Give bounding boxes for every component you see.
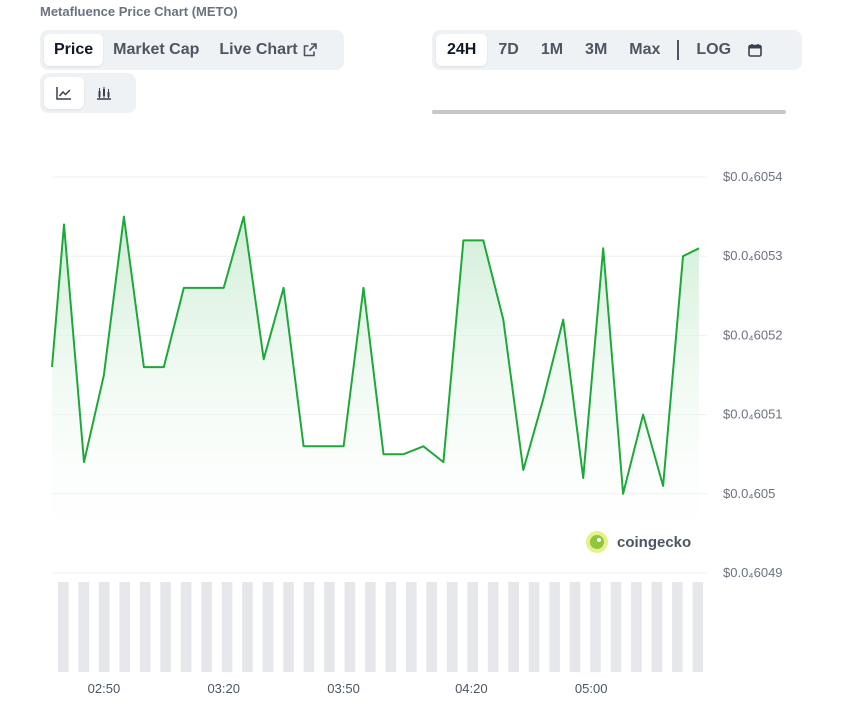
volume-bar — [651, 582, 663, 672]
range-7d-label: 7D — [498, 41, 519, 58]
volume-bar — [365, 582, 376, 672]
y-axis: $0.0₄6054 $0.0₄6053 $0.0₄6052 $0.0₄6051 $0.0… — [723, 169, 783, 580]
tab-live-chart-label: Live Chart — [219, 41, 298, 58]
range-7d[interactable]: 7D — [487, 34, 529, 66]
volume-bar — [569, 582, 581, 672]
volume-bar — [180, 582, 192, 672]
coingecko-logo-inner — [590, 535, 604, 549]
volume-bar — [467, 582, 478, 672]
y-tick-label: $0.0₄605 — [723, 486, 775, 501]
range-max[interactable]: Max — [618, 34, 671, 66]
volume-bar — [221, 582, 233, 672]
chart-title: Metafluence Price Chart (METO) — [40, 4, 238, 19]
range-1m-label: 1M — [540, 41, 564, 58]
volume-bar — [590, 582, 601, 672]
x-axis: 02:50 03:20 03:50 04:20 05:00 — [88, 681, 608, 696]
time-range-selector: 24H 7D 1M 3M Max LOG — [432, 30, 802, 70]
coingecko-watermark: coingecko — [586, 531, 691, 553]
y-tick-label: $0.0₄6049 — [723, 565, 783, 580]
external-link-icon — [303, 43, 317, 57]
volume-bar — [528, 582, 540, 672]
coingecko-wordmark: coingecko — [617, 534, 691, 551]
volume-bar — [119, 582, 130, 672]
calendar-button[interactable] — [742, 34, 768, 66]
y-tick-label: $0.0₄6051 — [723, 407, 783, 422]
y-tick-label: $0.0₄6054 — [723, 169, 783, 184]
range-24h-label: 24H — [447, 41, 477, 58]
volume-bar — [160, 582, 171, 672]
volume-bar — [631, 582, 642, 672]
x-tick-label: 03:50 — [327, 681, 360, 696]
line-view-button[interactable] — [44, 77, 84, 109]
x-tick-label: 03:20 — [207, 681, 240, 696]
volume-bar — [98, 582, 110, 672]
price-line — [51, 215, 700, 495]
volume-bar — [78, 582, 90, 672]
volume-bar — [406, 582, 417, 672]
y-tick-label: $0.0₄6052 — [723, 327, 783, 342]
x-tick-label: 04:20 — [455, 681, 488, 696]
log-scale-label: LOG — [696, 41, 732, 58]
tab-market-cap[interactable]: Market Cap — [103, 34, 209, 66]
volume-bar — [201, 582, 212, 672]
log-scale-toggle[interactable]: LOG — [685, 34, 742, 66]
volume-bar — [58, 582, 69, 672]
volume-bar — [672, 582, 683, 672]
candlestick-chart-icon — [97, 87, 111, 100]
tab-market-cap-label: Market Cap — [113, 41, 200, 58]
volume-bar — [283, 582, 294, 672]
chart-view-toggle — [40, 73, 136, 113]
volume-bar — [344, 582, 356, 672]
volume-bar — [324, 582, 335, 672]
range-max-label: Max — [629, 41, 661, 58]
x-tick-label: 05:00 — [575, 681, 608, 696]
tab-price[interactable]: Price — [44, 34, 104, 66]
candlestick-view-button[interactable] — [84, 77, 124, 109]
volume-bar — [610, 582, 622, 672]
calendar-icon — [748, 44, 762, 57]
chart-type-tabs: Price Market Cap Live Chart — [40, 30, 344, 70]
range-1m[interactable]: 1M — [530, 34, 574, 66]
volume-bar — [262, 582, 274, 672]
x-tick-label: 02:50 — [88, 681, 121, 696]
volume-bar — [508, 582, 519, 672]
range-3m-label: 3M — [585, 41, 608, 58]
range-24h[interactable]: 24H — [436, 34, 488, 66]
volume-bar — [446, 582, 458, 672]
volume-bar — [139, 582, 151, 672]
range-scrollbar[interactable] — [432, 110, 786, 114]
volume-bar — [549, 582, 560, 672]
y-tick-label: $0.0₄6053 — [723, 248, 783, 263]
volume-bar — [426, 582, 437, 672]
coingecko-logo-eye — [597, 538, 601, 542]
range-3m[interactable]: 3M — [574, 34, 618, 66]
volume-bar — [692, 582, 704, 672]
volume-bars — [58, 582, 704, 672]
volume-bar — [303, 582, 315, 672]
range-divider — [677, 40, 680, 60]
line-chart-icon — [56, 87, 71, 100]
tab-price-label: Price — [54, 41, 94, 58]
volume-bar — [242, 582, 253, 672]
volume-bar — [487, 582, 499, 672]
tab-live-chart[interactable]: Live Chart — [209, 34, 326, 66]
volume-bar — [385, 582, 397, 672]
